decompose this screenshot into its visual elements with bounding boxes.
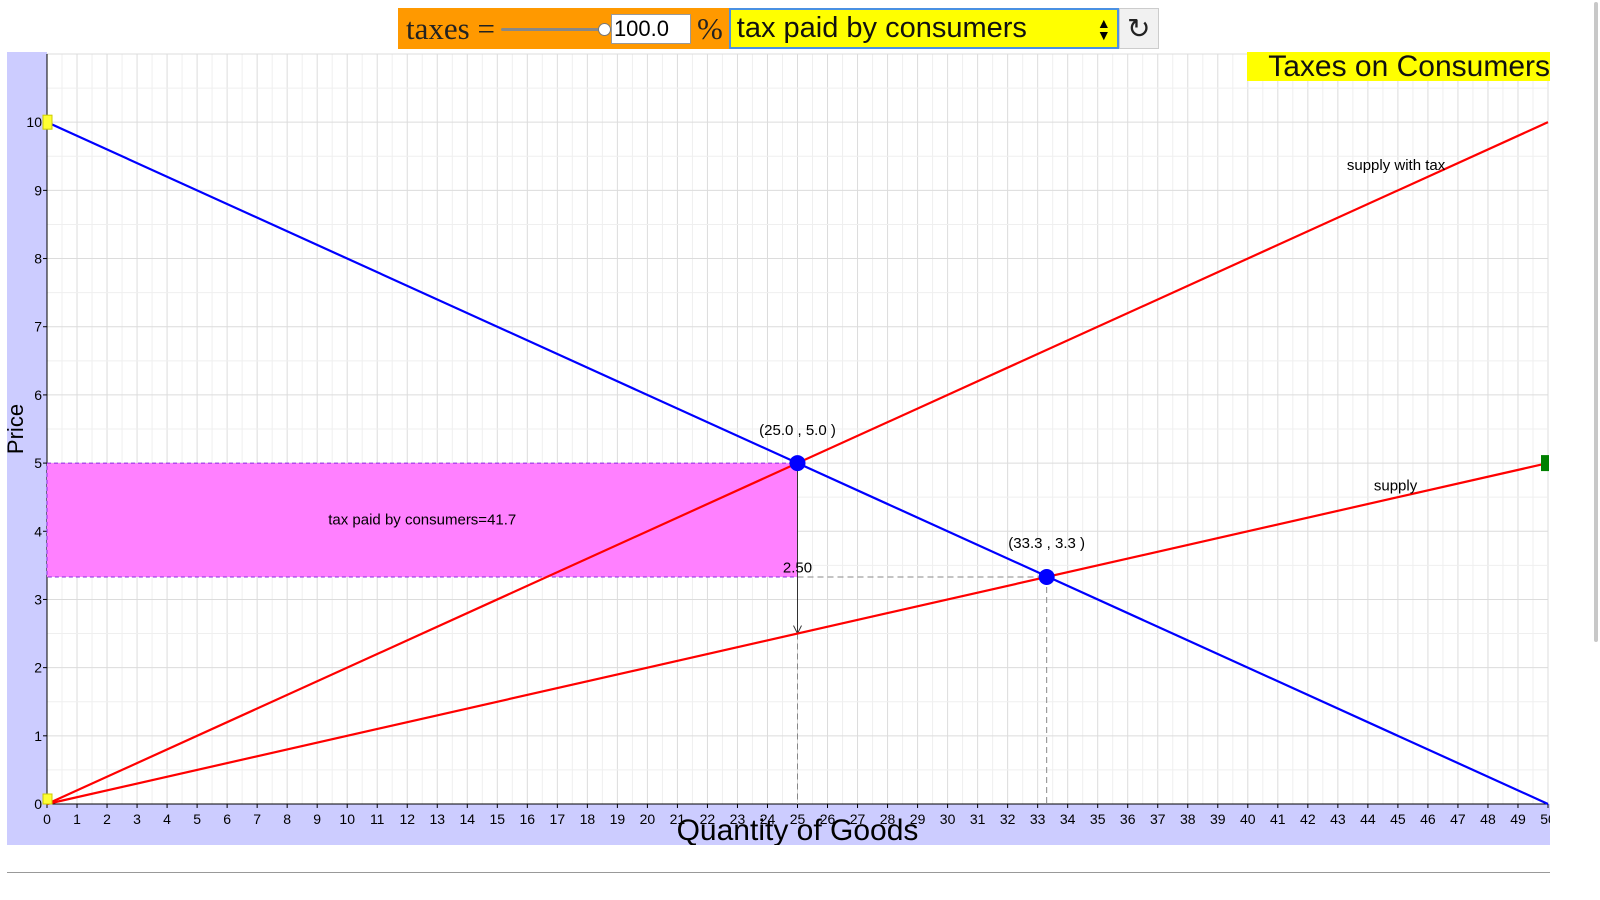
x-tick-label: 46 xyxy=(1420,811,1436,827)
equilibrium-point xyxy=(1038,568,1055,585)
reset-icon: ↻ xyxy=(1127,13,1151,44)
x-tick-label: 5 xyxy=(193,811,201,827)
x-tick-label: 2 xyxy=(103,811,111,827)
x-tick-label: 36 xyxy=(1120,811,1136,827)
point-label-1: (25.0 , 5.0 ) xyxy=(759,422,836,439)
x-tick-label: 49 xyxy=(1510,811,1526,827)
x-tick-label: 14 xyxy=(459,811,475,827)
y-tick-label: 4 xyxy=(34,523,42,539)
x-tick-label: 31 xyxy=(970,811,986,827)
x-tick-label: 6 xyxy=(223,811,231,827)
x-tick-label: 22 xyxy=(700,811,716,827)
x-tick-label: 25 xyxy=(790,811,806,827)
origin-handle xyxy=(42,793,53,805)
y-tick-label: 9 xyxy=(34,182,42,198)
x-tick-label: 28 xyxy=(880,811,896,827)
tax-control: taxes = % xyxy=(398,8,729,49)
slider-track xyxy=(500,27,607,31)
tax-label: taxes = xyxy=(406,10,495,46)
x-tick-label: 13 xyxy=(429,811,445,827)
x-tick-label: 24 xyxy=(760,811,776,827)
x-tick-label: 18 xyxy=(580,811,596,827)
supply-handle xyxy=(1541,455,1549,472)
x-tick-label: 42 xyxy=(1300,811,1316,827)
x-tick-label: 3 xyxy=(133,811,141,827)
x-tick-label: 11 xyxy=(370,811,385,827)
equilibrium-point xyxy=(789,455,806,472)
y-axis-label: Price xyxy=(7,404,28,454)
y-tick-label: 1 xyxy=(34,728,42,744)
x-tick-label: 30 xyxy=(940,811,956,827)
y-tick-label: 7 xyxy=(34,319,42,335)
tax-area-label: tax paid by consumers=41.7 xyxy=(328,511,516,528)
y-tick-label: 6 xyxy=(34,387,42,403)
x-tick-label: 16 xyxy=(520,811,536,827)
x-axis-band xyxy=(7,804,1550,845)
x-tick-label: 45 xyxy=(1390,811,1406,827)
mode-select-value: tax paid by consumers xyxy=(736,12,1027,44)
x-tick-label: 47 xyxy=(1450,811,1466,827)
series-line-supply xyxy=(46,462,1549,806)
x-tick-label: 10 xyxy=(339,811,355,827)
x-axis-label: Quantity of Goods xyxy=(677,814,919,845)
y-tick-label: 5 xyxy=(34,455,42,471)
x-tick-label: 32 xyxy=(1000,811,1016,827)
x-tick-label: 33 xyxy=(1030,811,1046,827)
toolbar: taxes = % tax paid by consumers ▲▼ ↻ xyxy=(398,8,1159,49)
divider xyxy=(7,872,1550,873)
x-tick-label: 8 xyxy=(283,811,291,827)
x-tick-label: 35 xyxy=(1090,811,1106,827)
y-tick-label: 0 xyxy=(34,796,42,812)
supply-label: supply xyxy=(1374,477,1418,494)
x-tick-label: 41 xyxy=(1270,811,1286,827)
graph-title: Taxes on Consumers xyxy=(1247,52,1550,82)
percent-sign: % xyxy=(696,10,723,46)
x-tick-label: 50 xyxy=(1540,811,1550,827)
economics-graph[interactable]: 0 1 2 3 4 5 6 7 8 9 10 11 12 13 14 15 16 17 18 19 20 21 22 23 24… xyxy=(3,52,1556,847)
x-tick-label: 43 xyxy=(1330,811,1346,827)
select-arrows-icon: ▲ ▼ xyxy=(1096,14,1111,43)
x-tick-label: 27 xyxy=(850,811,866,827)
supply-with-tax-label: supply with tax xyxy=(1347,157,1446,174)
demand-handle xyxy=(42,114,53,130)
x-tick-label: 44 xyxy=(1360,811,1376,827)
x-tick-label: 20 xyxy=(640,811,656,827)
point-label-2: (33.3 , 3.3 ) xyxy=(1008,535,1085,552)
x-tick-label: 40 xyxy=(1240,811,1256,827)
tax-value-input[interactable] xyxy=(610,13,691,44)
x-tick-label: 26 xyxy=(820,811,836,827)
x-tick-label: 12 xyxy=(399,811,415,827)
x-tick-label: 34 xyxy=(1060,811,1076,827)
x-tick-label: 37 xyxy=(1150,811,1166,827)
x-tick-label: 21 xyxy=(670,811,686,827)
mode-select[interactable]: tax paid by consumers ▲ ▼ xyxy=(728,8,1119,49)
tax-amount-label: 2.50 xyxy=(783,559,812,576)
x-tick-label: 48 xyxy=(1480,811,1496,827)
graph-view[interactable]: 0 1 2 3 4 5 6 7 8 9 10 11 12 13 14 15 16 17 18 19 20 21 22 23 24… xyxy=(3,52,1556,847)
x-tick-label: 23 xyxy=(730,811,746,827)
slider-thumb[interactable] xyxy=(597,22,611,36)
x-tick-label: 29 xyxy=(910,811,926,827)
scrollbar[interactable] xyxy=(1594,2,1598,642)
x-tick-label: 1 xyxy=(73,811,81,827)
y-tick-label: 3 xyxy=(34,591,42,607)
x-tick-label: 38 xyxy=(1180,811,1196,827)
tax-slider[interactable] xyxy=(500,19,611,39)
reset-button[interactable]: ↻ xyxy=(1118,8,1159,49)
y-tick-label: 10 xyxy=(26,114,42,130)
x-tick-label: 17 xyxy=(550,811,566,827)
x-tick-label: 15 xyxy=(490,811,506,827)
x-tick-label: 0 xyxy=(43,811,51,827)
y-tick-label: 2 xyxy=(34,660,42,676)
x-tick-label: 4 xyxy=(163,811,171,827)
x-tick-label: 7 xyxy=(253,811,261,827)
y-tick-label: 8 xyxy=(34,251,42,267)
x-tick-label: 19 xyxy=(610,811,626,827)
x-tick-label: 9 xyxy=(313,811,321,827)
x-tick-label: 39 xyxy=(1210,811,1226,827)
y-axis-band xyxy=(7,52,47,845)
